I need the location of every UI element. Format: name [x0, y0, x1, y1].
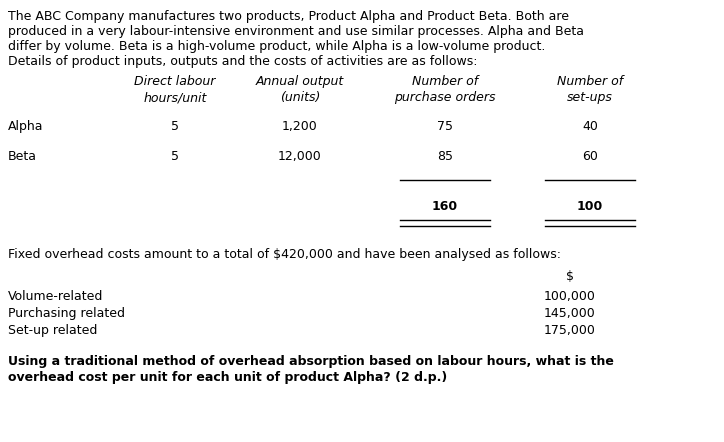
Text: Volume-related: Volume-related: [8, 290, 104, 303]
Text: Purchasing related: Purchasing related: [8, 307, 125, 320]
Text: 145,000: 145,000: [544, 307, 596, 320]
Text: Using a traditional method of overhead absorption based on labour hours, what is: Using a traditional method of overhead a…: [8, 355, 614, 368]
Text: Annual output
(units): Annual output (units): [256, 75, 344, 104]
Text: 85: 85: [437, 150, 453, 163]
Text: 5: 5: [171, 120, 179, 133]
Text: Fixed overhead costs amount to a total of $420,000 and have been analysed as fol: Fixed overhead costs amount to a total o…: [8, 248, 561, 261]
Text: 60: 60: [582, 150, 598, 163]
Text: overhead cost per unit for each unit of product Alpha? (2 d.p.): overhead cost per unit for each unit of …: [8, 371, 447, 384]
Text: 12,000: 12,000: [278, 150, 322, 163]
Text: produced in a very labour-intensive environment and use similar processes. Alpha: produced in a very labour-intensive envi…: [8, 25, 584, 38]
Text: differ by volume. Beta is a high-volume product, while Alpha is a low-volume pro: differ by volume. Beta is a high-volume …: [8, 40, 545, 53]
Text: 100,000: 100,000: [544, 290, 596, 303]
Text: 175,000: 175,000: [544, 324, 596, 337]
Text: 75: 75: [437, 120, 453, 133]
Text: Details of product inputs, outputs and the costs of activities are as follows:: Details of product inputs, outputs and t…: [8, 55, 478, 68]
Text: $: $: [566, 270, 574, 283]
Text: 160: 160: [432, 200, 458, 213]
Text: 100: 100: [577, 200, 603, 213]
Text: Beta: Beta: [8, 150, 37, 163]
Text: Direct labour
hours/unit: Direct labour hours/unit: [135, 75, 216, 104]
Text: The ABC Company manufactures two products, Product Alpha and Product Beta. Both : The ABC Company manufactures two product…: [8, 10, 569, 23]
Text: 1,200: 1,200: [282, 120, 318, 133]
Text: 40: 40: [582, 120, 598, 133]
Text: 5: 5: [171, 150, 179, 163]
Text: Set-up related: Set-up related: [8, 324, 97, 337]
Text: Alpha: Alpha: [8, 120, 43, 133]
Text: Number of
purchase orders: Number of purchase orders: [395, 75, 496, 104]
Text: Number of
set-ups: Number of set-ups: [557, 75, 623, 104]
